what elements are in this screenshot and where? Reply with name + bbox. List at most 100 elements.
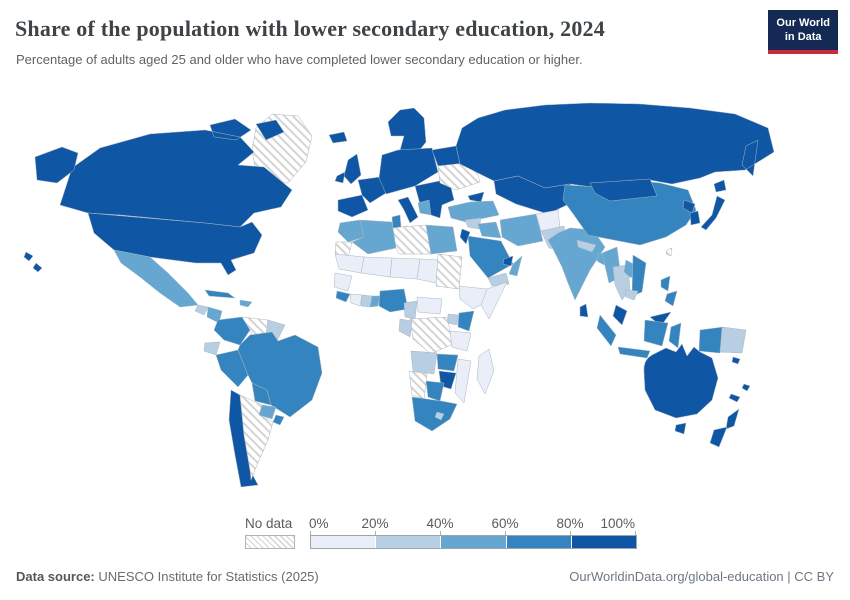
country-uae-qatar[interactable]: United Arab Emirates & Qatar — 80-100% (502, 255, 514, 267)
data-source-label: Data source: (16, 569, 95, 584)
credit-link[interactable]: OurWorldinData.org/global-education | CC… (569, 569, 834, 584)
country-iceland[interactable]: Iceland — 80-100% (328, 131, 348, 144)
country-namibia[interactable]: Namibia — No data (408, 370, 428, 400)
world-map: Greenland — No data Canada — 80-100% Uni… (23, 102, 775, 488)
country-vietnam[interactable]: Vietnam — 60-80% (631, 254, 647, 297)
country-ecuador[interactable]: Ecuador — 20-40% (203, 341, 221, 356)
data-source-note: Data source: UNESCO Institute for Statis… (16, 569, 319, 584)
legend-bin-0-20%[interactable] (311, 536, 377, 548)
country-tanzania[interactable]: Tanzania — 0-20% (449, 330, 472, 352)
country-central-african-republic[interactable]: Central African Republic — 0-20% (416, 296, 443, 315)
country-argentina[interactable]: Argentina — No data (239, 394, 274, 481)
country-spain-portugal[interactable]: Spain & Portugal — 80-100% (337, 194, 369, 218)
country-algeria[interactable]: Algeria — 40-60% (351, 219, 397, 255)
country-mexico[interactable]: Mexico — 40-60% (113, 249, 199, 308)
country-nigeria[interactable]: Nigeria — 60-80% (378, 288, 409, 313)
country-botswana[interactable]: Botswana — 60-80% (425, 380, 445, 402)
country-philippines[interactable]: Philippines — 60-80% (660, 275, 678, 307)
country-india[interactable]: India — 40-60% (547, 227, 606, 301)
country-mali[interactable]: Mali — 0-20% (360, 256, 393, 278)
country-mauritania[interactable]: Mauritania — 0-20% (334, 253, 365, 274)
country-togo-benin[interactable]: Togo & Benin — 40-60% (369, 295, 381, 308)
country-australia[interactable]: Australia — 80-100% (643, 343, 719, 435)
country-bolivia[interactable]: Bolivia — 60-80% (251, 382, 272, 406)
country-cote-divoire[interactable]: Cote d'Ivoire — 0-20% (349, 293, 363, 307)
legend-tick-mark (505, 531, 506, 536)
country-lesotho[interactable]: Lesotho — 20-40% (434, 411, 445, 421)
country-france[interactable]: France — 80-100% (357, 176, 387, 204)
country-iran[interactable]: Iran — 40-60% (499, 213, 544, 247)
country-tunisia[interactable]: Tunisia — 60-80% (391, 214, 402, 229)
country-russia[interactable]: Russia — 80-100% (455, 102, 775, 189)
legend-tick-label: 0% (309, 516, 329, 531)
country-bosnia-albania[interactable]: Bosnia & Albania — 40-60% (417, 199, 432, 216)
country-cambodia[interactable]: Cambodia — 20-40% (624, 289, 639, 301)
country-japan[interactable]: Japan — 80-100% (700, 179, 727, 231)
country-baltics-belarus[interactable]: Baltics & Belarus — 80-100% (431, 145, 461, 167)
owid-logo[interactable]: Our World in Data (768, 10, 838, 54)
country-angola[interactable]: Angola — 20-40% (410, 350, 438, 375)
data-source-text: UNESCO Institute for Statistics (2025) (98, 569, 319, 584)
legend-tick-mark (570, 531, 571, 536)
country-taiwan[interactable]: Taiwan — No data (665, 247, 673, 257)
country-uganda[interactable]: Uganda — 20-40% (447, 313, 460, 326)
country-indonesia[interactable]: Indonesia — 60-80% (596, 314, 724, 359)
country-pacific-islands[interactable]: Pacific Islands (Solomon Is., Fiji, New … (728, 356, 751, 403)
legend-bin-80-100%[interactable] (571, 536, 637, 548)
country-peru[interactable]: Peru — 60-80% (215, 349, 249, 388)
country-ireland[interactable]: Ireland — 80-100% (334, 171, 346, 184)
country-hispaniola[interactable]: Haiti & Dominican Republic — 40-60% (239, 299, 253, 308)
country-cuba[interactable]: Cuba — 60-80% (204, 289, 236, 299)
legend-bin-60-80%[interactable] (506, 536, 572, 548)
country-guatemala[interactable]: Guatemala — 20-40% (194, 304, 209, 316)
country-south-korea[interactable]: South Korea — 80-100% (689, 210, 701, 226)
country-turkey[interactable]: Turkey — 40-60% (447, 200, 500, 223)
country-egypt[interactable]: Egypt — 40-60% (425, 224, 458, 255)
country-chad[interactable]: Chad — 0-20% (416, 258, 439, 284)
country-brazil[interactable]: Brazil — 60-80% (237, 331, 323, 418)
legend-bin-40-60%[interactable] (441, 536, 507, 548)
country-sudan[interactable]: Sudan — No data (435, 253, 463, 290)
page-title: Share of the population with lower secon… (15, 16, 605, 41)
country-papua-new-guinea[interactable]: Papua New Guinea — 20-40% (719, 326, 747, 354)
legend-tick-mark (375, 531, 376, 536)
country-sri-lanka[interactable]: Sri Lanka — 80-100% (579, 303, 589, 318)
country-uruguay[interactable]: Uruguay — 60-80% (272, 414, 285, 426)
country-libya[interactable]: Libya — No data (392, 224, 432, 255)
country-somalia[interactable]: Somalia — 0-20% (480, 281, 508, 320)
country-israel-jordan[interactable]: Israel & Jordan — 80-100% (459, 228, 471, 245)
chart-footer: Data source: UNESCO Institute for Statis… (16, 569, 834, 584)
country-new-zealand[interactable]: New Zealand — 80-100% (709, 408, 740, 448)
legend-tick-label: 20% (361, 516, 389, 531)
country-caucasus[interactable]: Caucasus — 80-100% (467, 191, 485, 203)
legend-bin-20-40%[interactable] (376, 536, 442, 548)
no-data-swatch[interactable] (245, 535, 295, 549)
country-kenya[interactable]: Kenya — 60-80% (457, 310, 475, 332)
country-iraq[interactable]: Iraq — 40-60% (477, 221, 502, 239)
country-north-korea[interactable]: North Korea — 80-100% (682, 199, 696, 214)
country-dr-congo[interactable]: Democratic Republic of Congo — No data (409, 316, 454, 355)
country-cameroon[interactable]: Cameroon — 20-40% (403, 300, 418, 320)
country-nepal[interactable]: Nepal — 20-40% (576, 239, 597, 253)
country-united-kingdom[interactable]: United Kingdom — 80-100% (343, 153, 362, 185)
country-central-europe[interactable]: Central Europe (Germany, Poland...) — 80… (378, 147, 439, 195)
country-gabon-congo[interactable]: Gabon & Congo — 20-40% (398, 318, 413, 338)
country-madagascar[interactable]: Madagascar — 0-20% (476, 348, 495, 395)
no-data-label: No data (245, 516, 293, 531)
legend-ticks: 0% 20% 40% 60% 80% 100% (309, 516, 636, 536)
owid-logo-line2: in Data (784, 31, 822, 44)
country-senegal-guinea[interactable]: Senegal & Guinea — 0-20% (333, 272, 353, 292)
country-niger[interactable]: Niger — 0-20% (389, 257, 421, 280)
country-oman[interactable]: Oman — 40-60% (508, 255, 523, 277)
country-south-africa[interactable]: South Africa — 60-80% (411, 396, 458, 432)
country-morocco[interactable]: Morocco — 40-60% (337, 219, 365, 243)
country-mongolia[interactable]: Mongolia — 80-100% (589, 178, 658, 202)
country-syria[interactable]: Syria — 20-40% (464, 217, 482, 230)
country-mozambique[interactable]: Mozambique — 0-20% (454, 358, 472, 404)
country-sierra-leone-liberia[interactable]: Sierra Leone & Liberia — 60-80% (335, 290, 351, 303)
country-saudi-arabia[interactable]: Saudi Arabia — 60-80% (467, 235, 514, 279)
country-united-states[interactable]: United States — 80-100% (23, 146, 263, 276)
country-yemen[interactable]: Yemen — 20-40% (487, 272, 510, 287)
country-zambia[interactable]: Zambia — 60-80% (436, 353, 459, 372)
